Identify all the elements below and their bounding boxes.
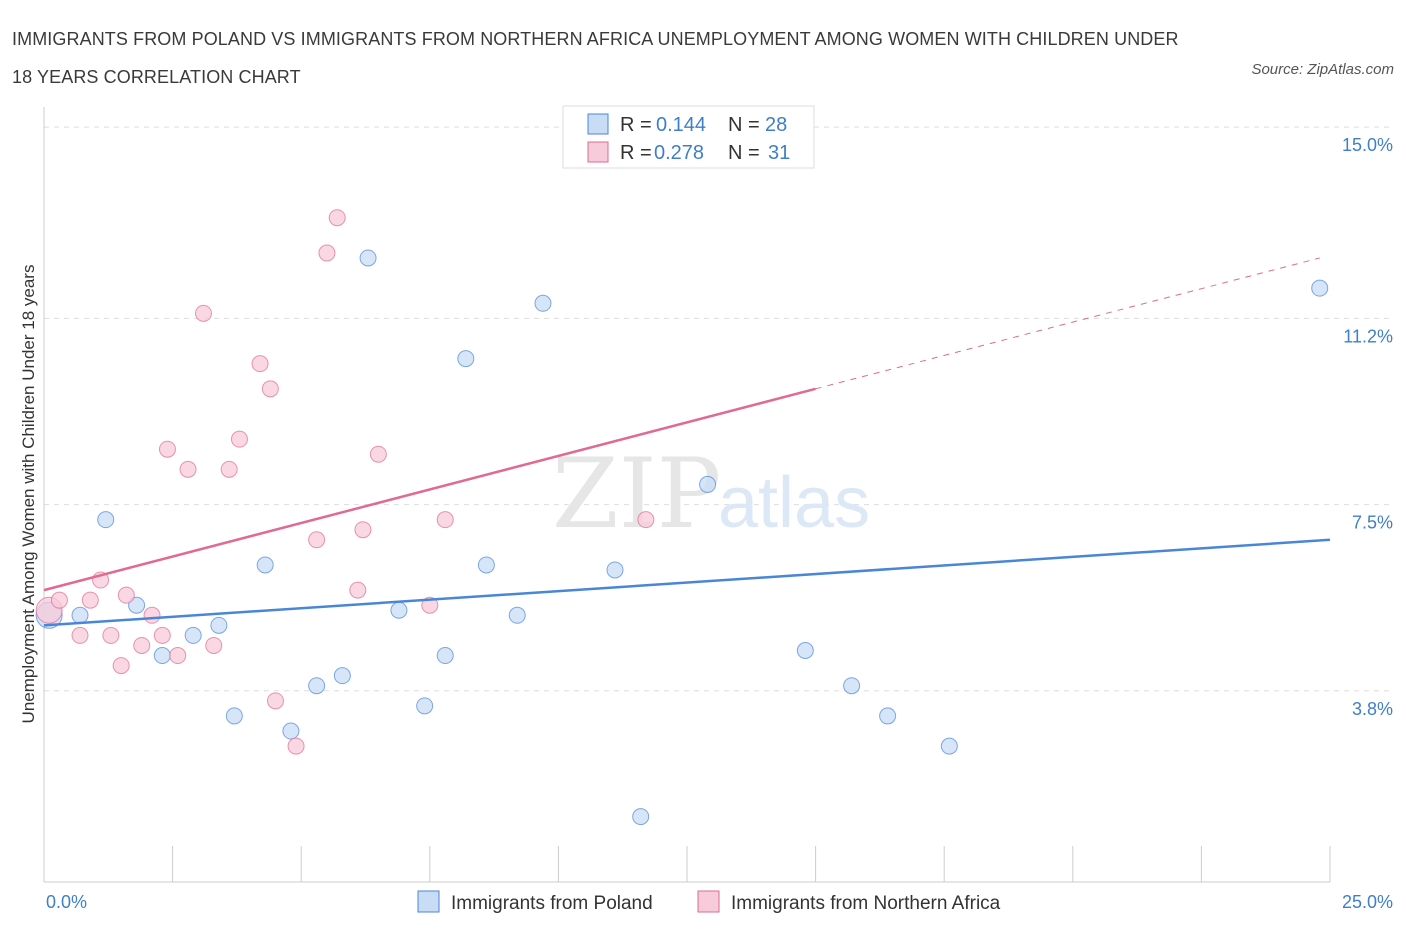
poland-point	[632, 808, 650, 826]
bottom-legend-label-poland: Immigrants from Poland	[451, 893, 653, 914]
africa-point	[308, 531, 326, 549]
africa-point	[117, 586, 135, 604]
x-tick-labels: 0.0% 25.0%	[46, 892, 1393, 912]
legend-n-value-africa: 31	[768, 142, 790, 164]
trend-lines	[43, 257, 1331, 627]
trend-line-africa	[43, 387, 816, 592]
poland-point	[359, 249, 377, 267]
poland-point	[97, 511, 115, 529]
poland-point	[436, 647, 454, 665]
africa-point	[436, 511, 454, 529]
poland-point	[210, 616, 228, 634]
africa-point	[194, 304, 212, 322]
chart-source: Source: ZipAtlas.com	[1251, 61, 1394, 78]
poland-point	[71, 606, 89, 624]
africa-point	[354, 521, 372, 539]
africa-point	[133, 636, 151, 654]
bottom-legend-swatch-poland	[417, 890, 440, 913]
poland-point	[796, 642, 814, 660]
africa-point	[251, 355, 269, 373]
poland-point	[333, 667, 351, 685]
x-tick-label-max: 25.0%	[1342, 892, 1393, 912]
y-tick-label: 11.2%	[1343, 326, 1393, 346]
poland-point	[457, 350, 475, 368]
africa-point	[369, 445, 387, 463]
trend-line-africa-extension	[815, 257, 1320, 390]
watermark: ZIP atlas	[552, 438, 870, 550]
poland-point	[606, 561, 624, 579]
y-tick-label: 3.8%	[1352, 699, 1393, 719]
stats-legend: R = 0.144 N = 28 R = 0.278 N = 31	[562, 105, 815, 169]
africa-point	[179, 460, 197, 478]
africa-point	[637, 511, 655, 529]
watermark-atlas: atlas	[718, 463, 870, 543]
africa-point	[205, 636, 223, 654]
africa-point	[169, 647, 187, 665]
chart-title: IMMIGRANTS FROM POLAND VS IMMIGRANTS FRO…	[12, 29, 1179, 87]
poland-point	[390, 601, 408, 619]
africa-point	[349, 581, 367, 599]
x-ticks	[43, 107, 1331, 882]
africa-points	[35, 209, 655, 755]
poland-point	[225, 707, 243, 725]
trend-line-poland	[43, 538, 1331, 627]
legend-swatch-poland	[587, 113, 609, 135]
africa-point	[230, 430, 248, 448]
africa-point	[102, 626, 120, 644]
africa-point	[143, 606, 161, 624]
y-tick-label: 15.0%	[1342, 135, 1393, 155]
bottom-legend-label-africa: Immigrants from Northern Africa	[731, 893, 1001, 914]
poland-point	[282, 722, 300, 740]
africa-point	[318, 244, 336, 262]
africa-point	[328, 209, 346, 227]
africa-point	[266, 692, 284, 710]
poland-point	[256, 556, 274, 574]
legend-n-label-africa: N =	[728, 142, 760, 164]
africa-point	[287, 737, 305, 755]
africa-point	[81, 591, 99, 609]
bottom-legend-swatch-africa	[697, 890, 720, 913]
poland-point	[508, 606, 526, 624]
legend-r-label-africa: R =	[620, 142, 652, 164]
legend-n-value-poland: 28	[765, 114, 787, 136]
poland-point	[534, 294, 552, 312]
poland-point	[416, 697, 434, 715]
africa-point	[261, 380, 279, 398]
legend-r-value-poland: 0.144	[656, 114, 706, 136]
legend-r-value-africa: 0.278	[654, 142, 704, 164]
africa-point	[50, 591, 68, 609]
africa-point	[112, 657, 130, 675]
africa-point	[220, 460, 238, 478]
y-axis-title: Unemployment Among Women with Children U…	[19, 265, 38, 724]
poland-point	[843, 677, 861, 695]
poland-point	[940, 737, 958, 755]
africa-point	[421, 596, 439, 614]
poland-point	[1311, 279, 1329, 297]
x-tick-label-min: 0.0%	[46, 892, 87, 912]
y-tick-label: 7.5%	[1352, 513, 1393, 533]
poland-point	[477, 556, 495, 574]
legend-n-label-poland: N =	[728, 114, 760, 136]
watermark-zip: ZIP	[552, 438, 721, 550]
africa-point	[153, 626, 171, 644]
africa-point	[158, 440, 176, 458]
poland-point	[128, 596, 146, 614]
poland-point	[153, 647, 171, 665]
legend-r-label-poland: R =	[620, 114, 652, 136]
bottom-legend: Immigrants from Poland Immigrants from N…	[417, 890, 1001, 914]
poland-point	[699, 475, 717, 493]
poland-point	[308, 677, 326, 695]
poland-point	[879, 707, 897, 725]
grid-lines	[44, 126, 1390, 692]
y-tick-labels: 3.8% 7.5% 11.2% 15.0%	[1342, 135, 1393, 719]
africa-point	[71, 626, 89, 644]
poland-point	[184, 626, 202, 644]
legend-swatch-africa	[587, 141, 609, 163]
